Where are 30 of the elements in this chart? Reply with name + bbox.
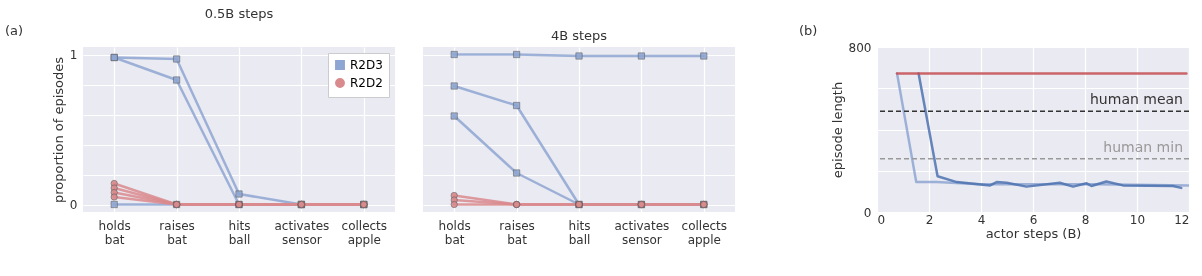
x-tick-label: 0 — [877, 212, 886, 227]
x-tick-label: hits ball — [228, 218, 251, 247]
x-tick-label: 2 — [925, 212, 934, 227]
x-tick-label: 10 — [1129, 212, 1146, 227]
legend-label: R2D2 — [350, 76, 383, 90]
x-tick-label: holds bat — [438, 218, 471, 247]
ref-line-label: human mean — [1090, 91, 1183, 108]
y-tick-label: 800 — [848, 40, 872, 55]
y-tick-label: 1 — [69, 48, 78, 62]
x-tick-label: raises bat — [499, 218, 535, 247]
text: (b) — [799, 23, 818, 38]
chart-title: 0.5B steps — [204, 6, 274, 21]
x-tick-label: hits ball — [568, 218, 591, 247]
legend-label: R2D3 — [350, 58, 383, 72]
x-tick-label: holds bat — [98, 218, 131, 247]
x-tick-label: 6 — [1029, 212, 1038, 227]
chart-title: 4B steps — [550, 28, 608, 43]
x-tick-label: activates sensor — [274, 218, 330, 247]
x-tick-label: raises bat — [159, 218, 195, 247]
x-axis-title: actor steps (B) — [985, 225, 1082, 241]
y-axis-title: episode length — [829, 81, 845, 179]
x-tick-label: 4 — [977, 212, 986, 227]
x-tick-label: collects apple — [341, 218, 388, 247]
x-tick-label: collects apple — [681, 218, 728, 247]
x-tick-label: 12 — [1174, 212, 1190, 227]
ref-line-label: human min — [1103, 138, 1183, 155]
x-tick-label: 8 — [1081, 212, 1090, 227]
y-axis-title: proportion of episodes — [50, 56, 66, 204]
text: (a) — [5, 23, 24, 38]
x-tick-label: activates sensor — [614, 218, 670, 247]
